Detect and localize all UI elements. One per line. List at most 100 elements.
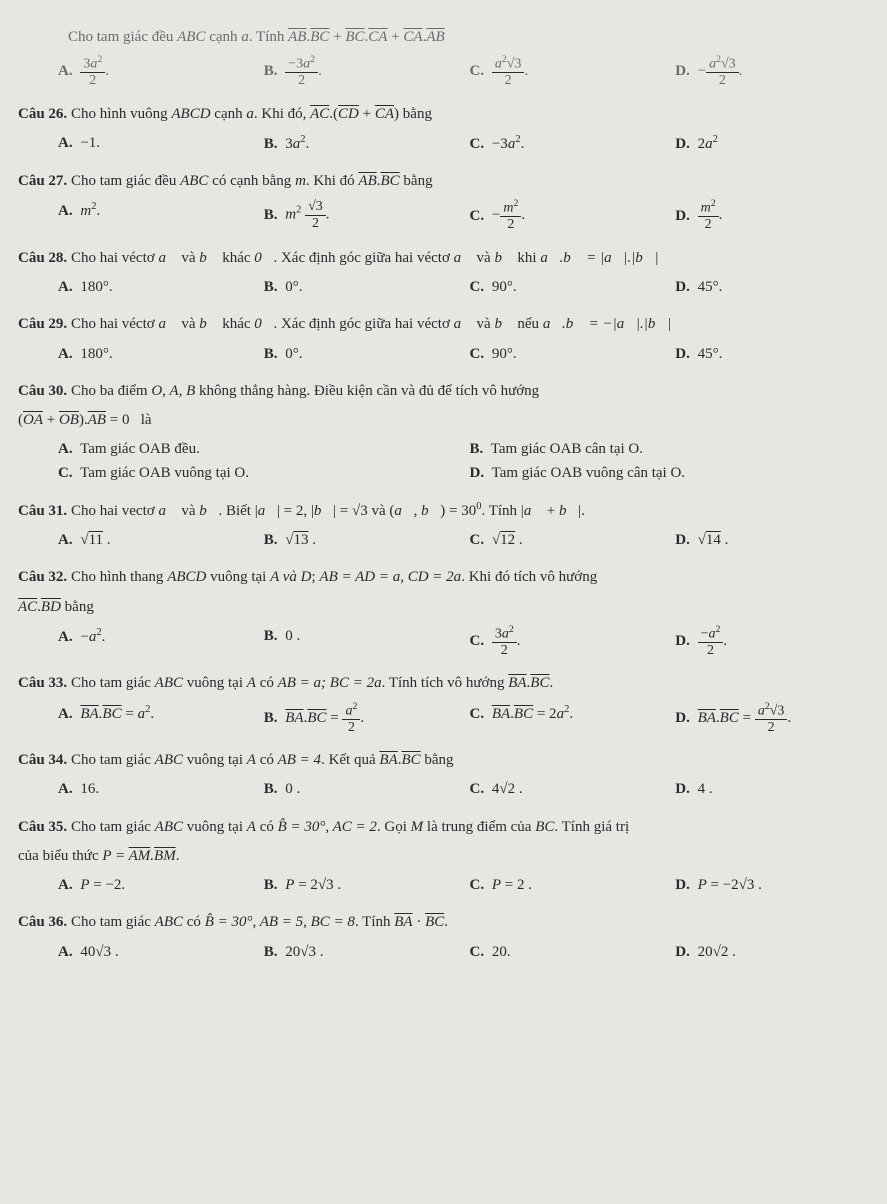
var: m: [295, 173, 306, 189]
option-text: 180°.: [80, 279, 112, 295]
dot: .: [444, 914, 448, 930]
question-31-options: A. √11 . B. √13 . C. √12 . D. √14 .: [18, 529, 869, 552]
question-label: Câu 27.: [18, 173, 67, 189]
option-text: 4 .: [698, 781, 713, 797]
option-c: C. √12 .: [470, 529, 664, 552]
point: A: [247, 675, 256, 691]
text: bằng: [421, 752, 454, 768]
shape: ABC: [155, 752, 183, 768]
text: và: [473, 316, 495, 332]
dot: .: [549, 675, 553, 691]
vector: CA: [403, 29, 422, 45]
option-a: A. 180°.: [58, 343, 252, 366]
vec-a: a⃗: [454, 316, 473, 332]
option-c: C. Tam giác OAB vuông tại O.: [58, 462, 458, 485]
option-text: 0 .: [285, 781, 300, 797]
option-label: B.: [264, 944, 278, 960]
text: Cho tam giác đều: [68, 29, 177, 45]
vec-b: b⃗: [199, 250, 218, 266]
option-label: B.: [264, 532, 278, 548]
text: Cho tam giác: [71, 752, 155, 768]
question-25-stem: Cho tam giác đều ABC cạnh a. Tính AB.BC …: [18, 26, 869, 49]
text: không thẳng hàng. Điều kiện cần và đủ để…: [195, 383, 539, 399]
option-label: B.: [264, 628, 278, 644]
option-text: −1.: [80, 135, 100, 151]
option-text: 0 .: [285, 628, 300, 644]
option-label: C.: [470, 877, 485, 893]
question-30-options: A. Tam giác OAB đều. B. Tam giác OAB cân…: [18, 438, 869, 485]
question-36-options: A. 40√3 . B. 20√3 . C. 20. D. 20√2 .: [18, 941, 869, 964]
vector: CA: [375, 106, 394, 122]
question-33: Câu 33. Cho tam giác ABC vuông tại A có …: [18, 672, 869, 735]
option-c: C. BA.BC = 2a2.: [470, 702, 664, 735]
option-label: D.: [675, 63, 690, 79]
vector: AB: [88, 412, 106, 428]
option-label: A.: [58, 63, 73, 79]
option-label: D.: [675, 877, 690, 893]
question-35-options: A. P = −2. B. P = 2√3 . C. P = 2 . D. P …: [18, 874, 869, 897]
option-label: A.: [58, 944, 73, 960]
expr: P = AM.BM: [102, 848, 175, 864]
option-b: B. √13 .: [264, 529, 458, 552]
option-label: D.: [675, 944, 690, 960]
option-label: C.: [470, 944, 485, 960]
option-b: B. 0°.: [264, 343, 458, 366]
condition: B̂ = 30°, AC = 2: [278, 819, 377, 835]
question-28-stem: Câu 28. Cho hai véctơ a⃗ và b⃗ khác 0⃗. …: [18, 247, 869, 270]
text: khác: [218, 250, 254, 266]
option-label: A.: [58, 279, 73, 295]
text: có: [256, 675, 278, 691]
option-label: B.: [470, 441, 484, 457]
option-label: C.: [470, 346, 485, 362]
shape: ABC: [155, 675, 183, 691]
option-a: A. 180°.: [58, 276, 252, 299]
option-label: B.: [264, 136, 278, 152]
shape: ABCD: [171, 106, 210, 122]
fraction: 3a22: [80, 55, 105, 88]
option-d: D. √14 .: [675, 529, 869, 552]
vec-a: a⃗: [158, 316, 177, 332]
text: vuông tại: [183, 752, 247, 768]
vector: OA: [23, 412, 43, 428]
shape: ABC: [155, 914, 183, 930]
text: . Khi đó tích vô hướng: [461, 569, 597, 585]
text: là trung điểm của: [423, 819, 535, 835]
text: . Tính: [249, 29, 288, 45]
condition: a⃗.b⃗ = |a⃗|.|b⃗|: [540, 250, 658, 266]
option-a: A. m2.: [58, 199, 252, 232]
question-31: Câu 31. Cho hai vectơ a⃗ và b⃗. Biết |a⃗…: [18, 499, 869, 553]
vector: AB: [426, 29, 444, 45]
question-label: Câu 26.: [18, 106, 67, 122]
question-35-stem: Câu 35. Cho tam giác ABC vuông tại A có …: [18, 816, 869, 839]
option-text: 16.: [80, 781, 99, 797]
question-label: Câu 35.: [18, 819, 67, 835]
text: và: [178, 316, 200, 332]
fraction: m22: [500, 199, 521, 232]
vector: AC: [18, 599, 37, 615]
question-label: Câu 34.: [18, 752, 67, 768]
option-b: B. P = 2√3 .: [264, 874, 458, 897]
option-c: C. −m22.: [470, 199, 664, 232]
option-label: C.: [470, 706, 485, 722]
fraction: a2√32: [706, 55, 739, 88]
question-34-options: A. 16. B. 0 . C. 4√2 . D. 4 .: [18, 778, 869, 801]
text: . Tính giá trị: [554, 819, 629, 835]
question-34-stem: Câu 34. Cho tam giác ABC vuông tại A có …: [18, 749, 869, 772]
option-b: B. 0 .: [264, 778, 458, 801]
option-b: B. Tam giác OAB cân tại O.: [470, 438, 870, 461]
text: Cho tam giác: [71, 914, 155, 930]
option-a: A. P = −2.: [58, 874, 252, 897]
fraction: a2√32: [755, 702, 788, 735]
vector: BC: [401, 752, 420, 768]
text: vuông tại: [183, 819, 247, 835]
fraction: m22: [698, 199, 719, 232]
shape: ABCD: [167, 569, 206, 585]
question-26-options: A. −1. B. 3a2. C. −3a2. D. 2a2: [18, 132, 869, 156]
question-33-stem: Câu 33. Cho tam giác ABC vuông tại A có …: [18, 672, 869, 695]
text: bằng: [403, 106, 432, 122]
text: cạnh: [211, 106, 247, 122]
vec-a: a⃗: [454, 250, 473, 266]
vector: BC: [310, 29, 329, 45]
question-36-stem: Câu 36. Cho tam giác ABC có B̂ = 30°, AB…: [18, 911, 869, 934]
option-label: A.: [58, 629, 73, 645]
